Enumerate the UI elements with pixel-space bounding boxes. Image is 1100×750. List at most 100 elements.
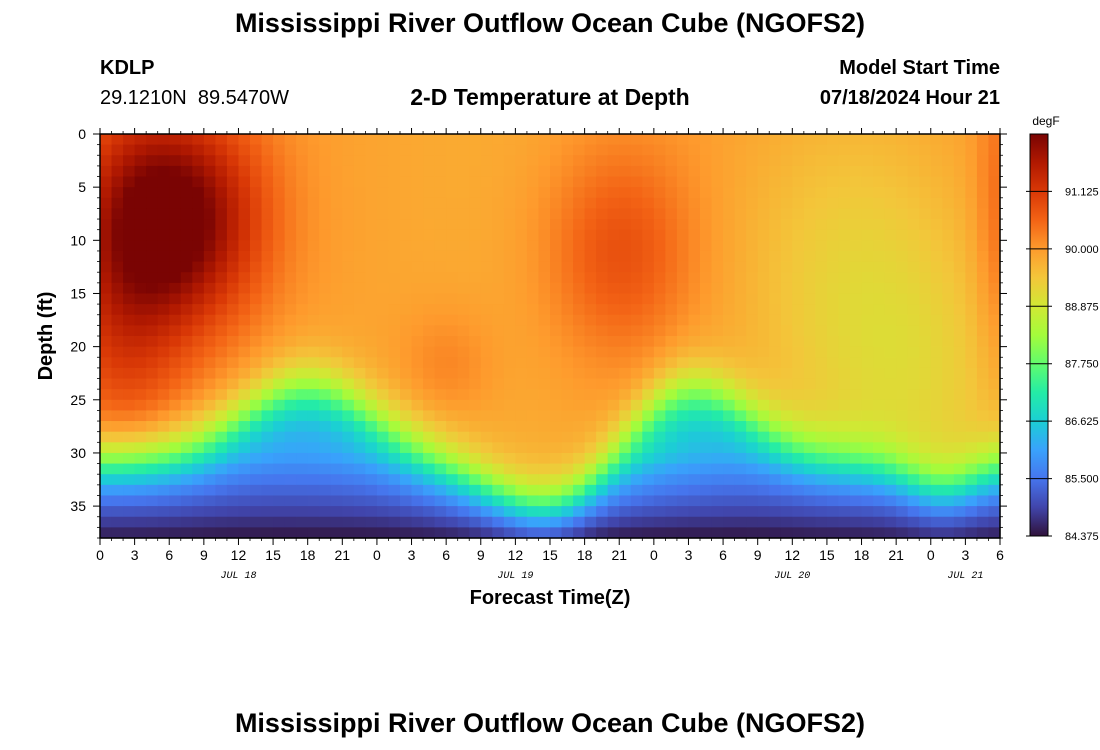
heatmap-cell [411, 282, 424, 295]
heatmap-cell [180, 506, 193, 518]
heatmap-cell [203, 197, 216, 210]
heatmap-cell [169, 325, 182, 337]
heatmap-cell [388, 208, 401, 220]
heatmap-cell [203, 208, 216, 220]
heatmap-cell [596, 484, 609, 497]
heatmap-cell [284, 197, 297, 210]
heatmap-cell [330, 250, 343, 263]
heatmap-cell [273, 474, 286, 486]
heatmap-cell [192, 367, 205, 380]
heatmap-cell [700, 442, 713, 454]
heatmap-cell [930, 399, 943, 412]
heatmap-cell [561, 240, 574, 252]
heatmap-cell [411, 293, 424, 305]
heatmap-cell [976, 357, 990, 369]
heatmap-cell [123, 516, 136, 528]
heatmap-cell [700, 527, 713, 539]
heatmap-cell [376, 410, 390, 422]
heatmap-cell [273, 240, 286, 252]
heatmap-cell [873, 176, 886, 188]
heatmap-cell [261, 187, 274, 199]
heatmap-cell [180, 208, 193, 220]
x-tick-label: 15 [265, 547, 281, 563]
heatmap-cell [676, 155, 690, 167]
heatmap-cell [169, 389, 182, 401]
heatmap-cell [607, 410, 620, 422]
heatmap-cell [134, 176, 147, 188]
heatmap-cell [607, 187, 620, 199]
heatmap-cell [296, 474, 309, 486]
heatmap-cell [665, 208, 678, 220]
heatmap-cell [469, 240, 482, 252]
heatmap-cell [792, 304, 805, 316]
heatmap-cell [965, 527, 978, 539]
x-tick-label: 12 [785, 547, 801, 563]
heatmap-cell [642, 240, 655, 252]
heatmap-cell [353, 250, 366, 263]
heatmap-cell [157, 272, 170, 284]
heatmap-cell [676, 325, 690, 337]
heatmap-cell [700, 272, 713, 284]
heatmap-cell [157, 282, 170, 295]
heatmap-cell [365, 134, 378, 146]
heatmap-cell [261, 463, 274, 475]
heatmap-cell [850, 282, 863, 295]
heatmap-cell [850, 336, 863, 348]
heatmap-cell [907, 282, 920, 295]
heatmap-cell [365, 421, 378, 433]
heatmap-cell [250, 495, 263, 507]
heatmap-cell [492, 410, 505, 422]
heatmap-cell [919, 421, 932, 433]
heatmap-cell [803, 293, 816, 305]
heatmap-cell [653, 144, 666, 156]
heatmap-cell [192, 187, 205, 199]
heatmap-cell [907, 431, 920, 443]
heatmap-cell [688, 378, 701, 390]
heatmap-cell [238, 165, 251, 178]
heatmap-cell [146, 431, 159, 443]
heatmap-cell [642, 452, 655, 465]
heatmap-cell [573, 165, 586, 178]
heatmap-cell [457, 367, 470, 380]
heatmap-cell [550, 187, 563, 199]
heatmap-cell [734, 410, 747, 422]
heatmap-cell [619, 197, 632, 210]
heatmap-cell [700, 261, 713, 273]
heatmap-cell [965, 144, 978, 156]
heatmap-cell [584, 463, 597, 475]
heatmap-cell [907, 197, 920, 210]
heatmap-cell [434, 463, 447, 475]
heatmap-cell [769, 442, 782, 454]
heatmap-cell [134, 410, 147, 422]
heatmap-cell [411, 484, 424, 497]
heatmap-cell [284, 442, 297, 454]
heatmap-cell [215, 516, 228, 528]
heatmap-cell [423, 144, 436, 156]
heatmap-cell [342, 272, 355, 284]
heatmap-cell [157, 495, 170, 507]
heatmap-cell [711, 442, 724, 454]
heatmap-cell [400, 325, 413, 337]
heatmap-cell [365, 176, 378, 188]
heatmap-cell [584, 357, 597, 369]
heatmap-cell [619, 282, 632, 295]
heatmap-cell [630, 165, 643, 178]
heatmap-cell [780, 197, 793, 210]
heatmap-cell [296, 229, 309, 241]
heatmap-cell [123, 176, 136, 188]
heatmap-cell [665, 197, 678, 210]
heatmap-cell [353, 527, 366, 539]
heatmap-cell [215, 399, 228, 412]
heatmap-cell [146, 219, 159, 231]
heatmap-cell [988, 208, 1001, 220]
heatmap-cell [584, 134, 597, 146]
heatmap-cell [192, 325, 205, 337]
heatmap-cell [711, 399, 724, 412]
heatmap-cell [353, 293, 366, 305]
heatmap-cell [630, 176, 643, 188]
heatmap-cell [284, 474, 297, 486]
colorbar-tick-label: 87.750 [1065, 359, 1099, 371]
x-tick-label: 0 [927, 547, 935, 563]
heatmap-cell [503, 219, 516, 231]
heatmap-cell [550, 314, 563, 326]
